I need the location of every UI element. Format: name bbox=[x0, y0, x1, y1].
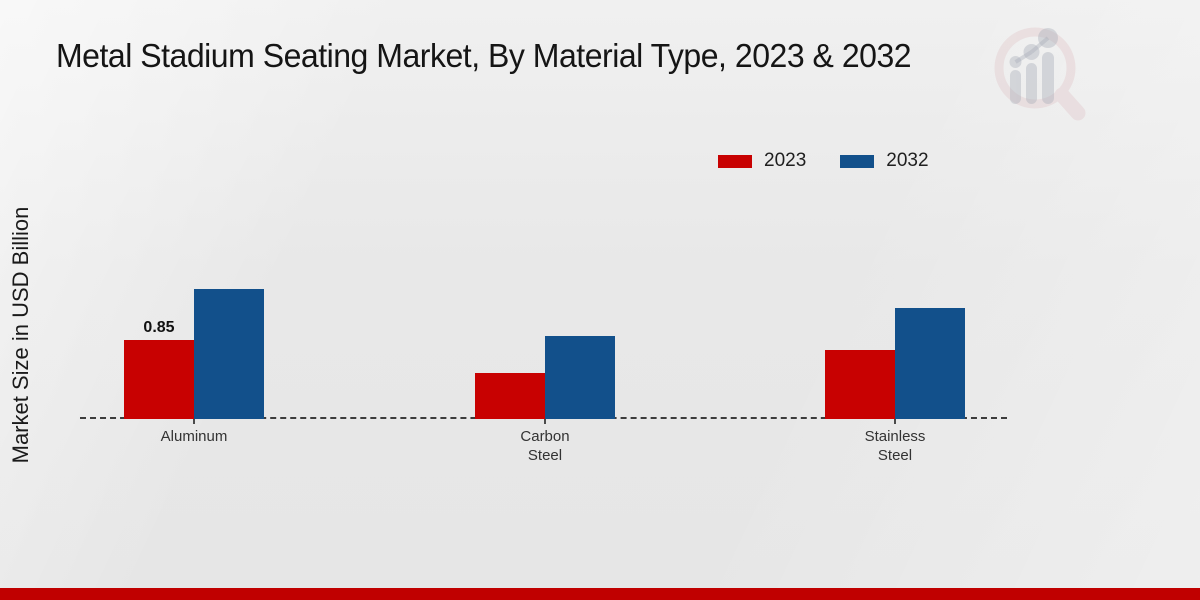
category-label-carbon-steel: Carbon Steel bbox=[520, 428, 570, 464]
magnifier-bar-chart-logo-icon bbox=[994, 27, 1086, 121]
legend-item-2032: 2032 bbox=[840, 150, 929, 172]
bar-2032-aluminum bbox=[194, 289, 264, 419]
x-axis-tick bbox=[544, 419, 546, 424]
legend-item-2023: 2023 bbox=[718, 150, 806, 172]
y-axis-label: Market Size in USD Billion bbox=[8, 206, 33, 464]
bar-value-label: 0.85 bbox=[143, 319, 175, 336]
bar-2023-carbon-steel bbox=[475, 373, 545, 419]
category-label-stainless-steel: Stainless Steel bbox=[864, 428, 926, 464]
chart-title: Metal Stadium Seating Market, By Materia… bbox=[56, 37, 912, 74]
legend-label-2023: 2023 bbox=[764, 150, 807, 171]
bar-2023-stainless-steel bbox=[825, 350, 895, 419]
category-label-aluminum: Aluminum bbox=[160, 428, 228, 445]
legend-label-2032: 2032 bbox=[886, 150, 929, 171]
footer-accent-bar bbox=[0, 588, 1200, 600]
x-axis-tick bbox=[193, 419, 195, 424]
bar-2032-stainless-steel bbox=[895, 308, 965, 419]
bar-2023-aluminum bbox=[124, 340, 194, 419]
legend: 2023 2032 bbox=[718, 150, 929, 172]
bar-2032-carbon-steel bbox=[545, 336, 615, 419]
x-axis-tick bbox=[894, 419, 896, 424]
legend-swatch-2032 bbox=[840, 154, 875, 168]
plot-area: Aluminum Carbon Steel Stainless Steel 0.85 bbox=[80, 269, 1007, 464]
legend-swatch-2023 bbox=[718, 154, 752, 168]
